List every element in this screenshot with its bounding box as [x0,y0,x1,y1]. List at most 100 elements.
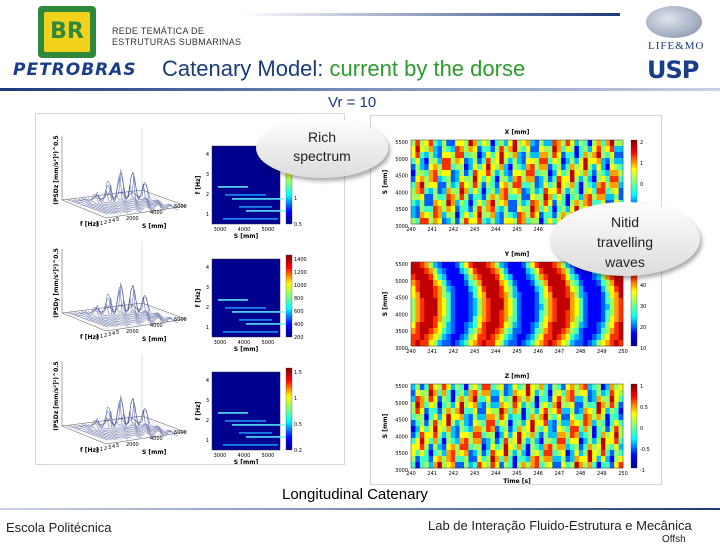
contour-cell [494,140,500,147]
colorbar-label: 0.5 [640,405,648,411]
contour-cell [424,188,429,195]
tick-label: 240 [406,471,416,477]
contour-cell [592,188,597,195]
contour-cell [494,390,500,397]
contour-cell [552,328,558,335]
contour-cell [534,414,540,421]
contour-cell [561,456,566,463]
contour-cell [459,206,465,213]
contour-cell [499,340,505,347]
contour-cell [600,438,606,445]
surface-line [124,284,165,324]
contour-cell [419,462,425,469]
contour-cell [459,280,465,287]
contour-cell [587,140,593,147]
contour-cell [530,212,535,219]
spectral-band [232,311,284,313]
contour-cell [596,158,602,165]
contour-cell [609,322,615,329]
contour-cell [600,164,606,171]
surface-line [101,406,142,438]
contour-cell [494,152,500,159]
contour-cell [521,396,527,403]
contour-cell [574,432,580,439]
surface-line [131,296,172,322]
contour-cell [455,322,460,329]
contour-cell [583,402,588,409]
contour-cell [547,268,553,275]
contour-cell [565,316,571,323]
contour-cell [437,212,443,219]
contour-cell [517,408,522,415]
contour-cell [441,310,447,317]
contour-cell [543,408,549,415]
colorbar-label: 30 [640,304,646,310]
contour-cell [600,152,606,159]
contour-cell [455,334,460,341]
contour-cell [561,316,566,323]
contour-cell [512,218,518,225]
contour-cell [446,280,452,287]
contour-cell [561,408,566,415]
contour-cell [446,158,452,165]
contour-cell [592,152,597,159]
contour-cell [428,170,434,177]
contour-cell [552,426,558,433]
contour-cell [556,206,562,213]
contour-cell [605,396,611,403]
contour-cell [428,420,434,427]
tick-label: 4000 [395,312,408,318]
contour-cell [472,310,478,317]
contour-cell [424,384,429,391]
contour-cell [539,390,544,397]
contour-cell [424,152,429,159]
contour-cell [561,158,566,165]
contour-cell [508,438,513,445]
contour-cell [450,218,456,225]
contour-cell [446,316,452,323]
contour-cell [450,206,456,213]
contour-cell [565,390,571,397]
tick-label: 243 [470,227,480,233]
contour-cell [437,328,443,335]
surface-line [67,425,109,441]
contour-cell [464,408,469,415]
timespace-title: Z [mm] [505,373,530,380]
tick-label: 249 [597,349,607,355]
contour-cell [441,462,447,469]
contour-cell [433,170,438,177]
contour-cell [411,402,416,409]
contour-cell [477,450,482,457]
tick-label: 248 [576,471,586,477]
contour-cell [547,390,553,397]
contour-cell [415,334,421,341]
contour-cell [521,182,527,189]
tick-label: 240 [406,349,416,355]
contour-cell [424,170,429,177]
contour-cell [419,158,425,165]
surface-line [81,198,122,213]
contour-cell [419,426,425,433]
contour-cell [419,408,425,415]
contour-cell [512,298,518,305]
contour-cell [477,402,482,409]
contour-cell [618,328,624,335]
contour-cell [596,188,602,195]
contour-cell [614,292,619,299]
contour-cell [512,268,518,275]
contour-cell [455,262,460,269]
contour-cell [512,384,518,391]
x-axis-label: f [Hz] [80,447,99,454]
contour-cell [574,390,580,397]
contour-cell [472,304,478,311]
contour-cell [441,206,447,213]
contour-cell [490,158,496,165]
tick-label: 4000 [238,227,251,233]
contour-cell [459,322,465,329]
contour-cell [450,462,456,469]
contour-cell [521,414,527,421]
contour-cell [459,432,465,439]
contour-cell [556,152,562,159]
contour-cell [433,286,438,293]
contour-cell [534,340,540,347]
